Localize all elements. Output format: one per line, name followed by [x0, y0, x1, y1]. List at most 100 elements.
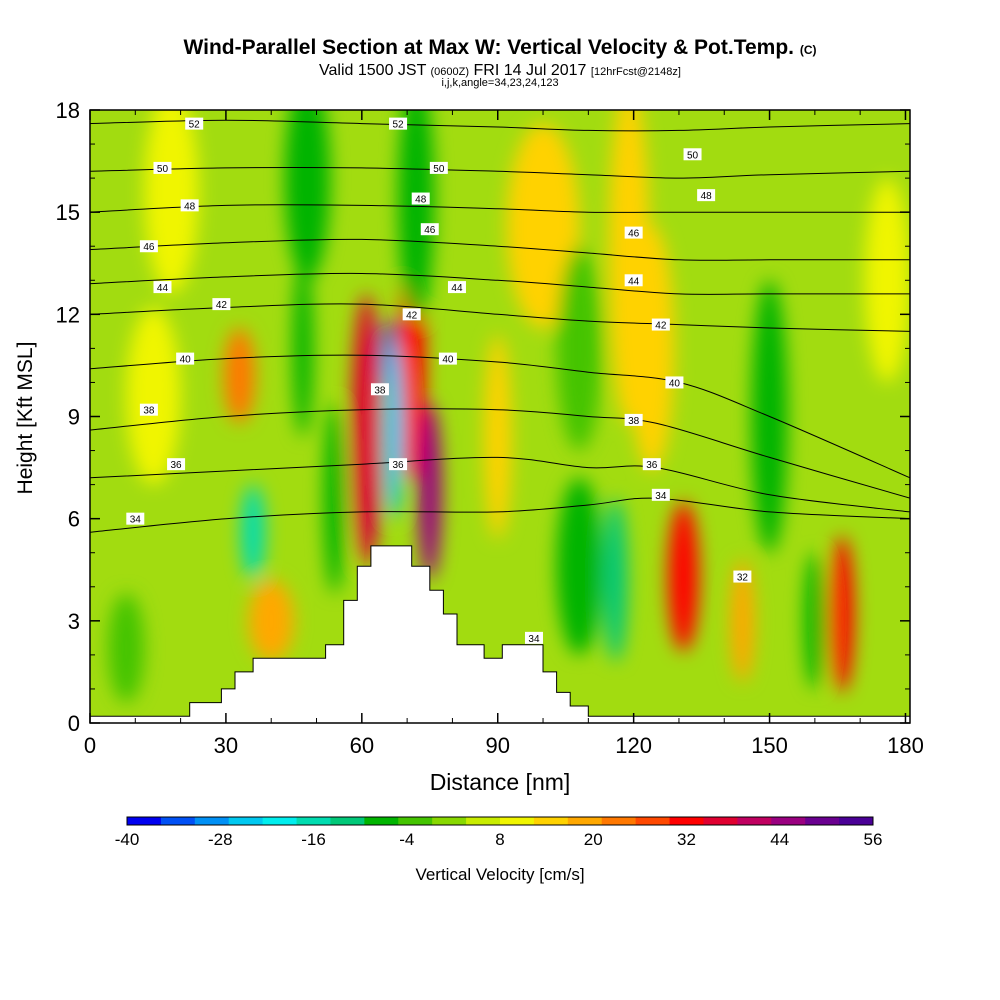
colorbar-bin [127, 817, 162, 825]
contour-label-bg [139, 403, 158, 416]
velocity-cell-24 [144, 110, 199, 294]
y-tick-label: 12 [56, 302, 80, 327]
theta-contours [90, 119, 910, 533]
contour-labels: 52 52 50 50 50 48 48 48 46 46 46 44 44 44 42 42 42 40 40 40… [126, 117, 752, 645]
colorbar-frame [126, 816, 874, 826]
velocity-cell-6 [383, 341, 404, 519]
contour-label: 50 [433, 164, 445, 175]
contour-label: 36 [646, 460, 658, 471]
colorbar-bin [432, 817, 467, 825]
y-tick-label: 15 [56, 200, 80, 225]
velocity-cell-4 [418, 402, 442, 580]
velocity-cell-14 [830, 535, 854, 693]
colorbar-bin [635, 817, 671, 825]
contour-label-bg [697, 189, 716, 202]
theta-contour-50 [90, 166, 910, 179]
velocity-cell-16 [730, 559, 755, 683]
x-tick-label: 180 [887, 733, 924, 758]
colorbar-bin [533, 817, 569, 825]
terrain-mask [89, 545, 911, 724]
velocity-cell-22 [556, 477, 602, 655]
x-tick-label: 30 [214, 733, 238, 758]
velocity-cell-21 [556, 246, 602, 451]
contour-label-bg [180, 199, 199, 212]
contour-label-bg [733, 570, 752, 583]
colorbar-tick-label: 20 [584, 830, 603, 849]
chart-title: Wind-Parallel Section at Max W: Vertical… [183, 36, 817, 59]
contour-label-bg [139, 240, 158, 253]
colorbar-tick-label: 8 [495, 830, 504, 849]
velocity-cell-20 [506, 123, 580, 328]
theta-contour-52 [90, 119, 910, 132]
contour-label-bg [153, 281, 172, 294]
velocity-cell-26 [323, 402, 346, 594]
y-axis: 0 36 9 12 15 18 [56, 98, 910, 736]
contour-label: 38 [628, 416, 640, 427]
x-axis-label: Distance [nm] [430, 769, 571, 795]
colorbar-tick-label: 44 [770, 830, 789, 849]
theta-contour-34 [90, 497, 910, 533]
contour-label: 40 [442, 355, 454, 366]
title-mark: (C) [799, 43, 817, 57]
terrain [89, 545, 911, 724]
contour-label-bg [683, 148, 702, 161]
x-tick-label: 90 [485, 733, 509, 758]
theta-contour-46 [90, 238, 910, 261]
colorbar-bin [771, 817, 806, 825]
contour-label-bg [402, 308, 421, 321]
y-tick-label: 3 [68, 609, 80, 634]
contour-label-bg [126, 512, 145, 525]
theta-contour-40 [90, 354, 910, 479]
colorbar-bin [839, 817, 874, 825]
colorbar-tick-label: -40 [115, 830, 140, 849]
contour-label-bg [624, 274, 643, 287]
colorbar-tick-label: -4 [399, 830, 414, 849]
contour-label: 46 [628, 229, 640, 240]
contour-label: 34 [655, 491, 667, 502]
contour-label: 34 [528, 634, 540, 645]
contour-label: 42 [216, 300, 228, 311]
colorbar-tick-label: 32 [677, 830, 696, 849]
contour-label-bg [438, 352, 457, 365]
colorbar: -40 -28 -16 -4 8 20 32 44 56 [115, 816, 882, 849]
velocity-cell-28 [603, 498, 628, 662]
colorbar-bin [466, 817, 501, 825]
theta-contour-44 [90, 272, 910, 295]
contour-label-bg [167, 458, 186, 471]
y-tick-label: 0 [68, 711, 80, 736]
theta-contour-36 [90, 456, 910, 513]
velocity-cell-10 [224, 327, 255, 424]
colorbar-bin [330, 817, 365, 825]
contour-label-bg [212, 298, 231, 311]
contour-label-bg [420, 223, 439, 236]
contour-label-bg [429, 161, 448, 174]
contour-label: 42 [406, 310, 418, 321]
y-tick-label: 18 [56, 98, 80, 123]
velocity-cell-8 [398, 110, 435, 322]
y-axis-label: Height [Kft MSL] [14, 342, 37, 495]
colorbar-bin [737, 817, 772, 825]
contour-label: 52 [189, 120, 201, 131]
chart-indices: i,j,k,angle=34,23,24,123 [441, 77, 559, 89]
colorbar-bin [160, 817, 196, 825]
colorbar-bin [500, 817, 535, 825]
velocity-cell-25 [126, 307, 181, 485]
contour-label: 32 [737, 573, 749, 584]
contour-label: 42 [655, 321, 667, 332]
velocity-cell-29 [864, 178, 910, 383]
velocity-cell-11 [248, 579, 294, 662]
colorbar-bin [228, 817, 264, 825]
y-tick-label: 9 [68, 405, 80, 430]
velocity-field [90, 110, 910, 723]
contour-label: 46 [143, 242, 155, 253]
velocity-cell-27 [484, 334, 512, 540]
contour-label-bg [411, 192, 430, 205]
x-tick-label: 60 [350, 733, 374, 758]
contour-label: 48 [415, 195, 427, 206]
contour-label: 40 [669, 378, 681, 389]
contour-label-bg [389, 458, 408, 471]
contour-label: 44 [628, 276, 640, 287]
contour-label: 44 [451, 283, 463, 294]
contour-label-bg [651, 318, 670, 331]
